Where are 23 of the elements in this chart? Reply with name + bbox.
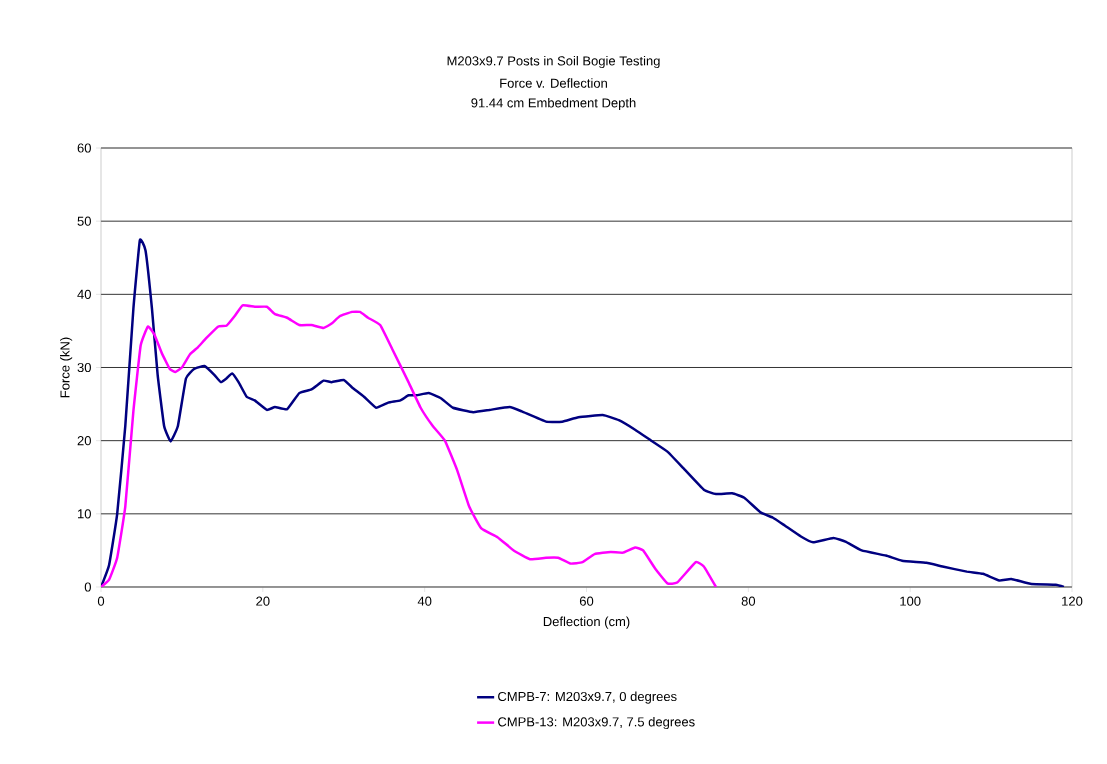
line-series bbox=[101, 304, 718, 587]
x-tick-label: 80 bbox=[741, 596, 756, 606]
x-tick-label: 100 bbox=[900, 596, 921, 606]
text: 91.44 cm Embedment Depth bbox=[471, 97, 636, 111]
line-series bbox=[101, 238, 1066, 587]
y-tick-label: 10 bbox=[78, 509, 91, 519]
y-axis-title: Force (kN) bbox=[60, 337, 73, 398]
x-tick-label: 40 bbox=[417, 596, 432, 606]
y-tick-label: 60 bbox=[77, 143, 91, 153]
x-tick-label: 0 bbox=[97, 596, 105, 606]
legend-label: CMPB-13: M203x9.7, 7.5 degrees bbox=[498, 716, 695, 730]
x-axis-title: Deflection (cm) bbox=[543, 616, 630, 629]
y-tick-label: 30 bbox=[77, 362, 91, 373]
y-tick-label: 50 bbox=[77, 216, 91, 226]
chart-subtitle: Force v. Deflection bbox=[500, 78, 607, 88]
x-tick-label: 20 bbox=[256, 596, 270, 606]
chart-title: M203x9.7 Posts in Soil Bogie Testing bbox=[447, 55, 660, 69]
legend-label: CMPB-7: M203x9.7, 0 degrees bbox=[498, 691, 677, 704]
x-tick-label: 60 bbox=[579, 596, 594, 606]
x-tick-label: 120 bbox=[1062, 596, 1083, 606]
y-tick-label: 40 bbox=[77, 289, 91, 299]
y-tick-label: 20 bbox=[77, 436, 91, 446]
y-tick-label: 0 bbox=[84, 582, 91, 592]
